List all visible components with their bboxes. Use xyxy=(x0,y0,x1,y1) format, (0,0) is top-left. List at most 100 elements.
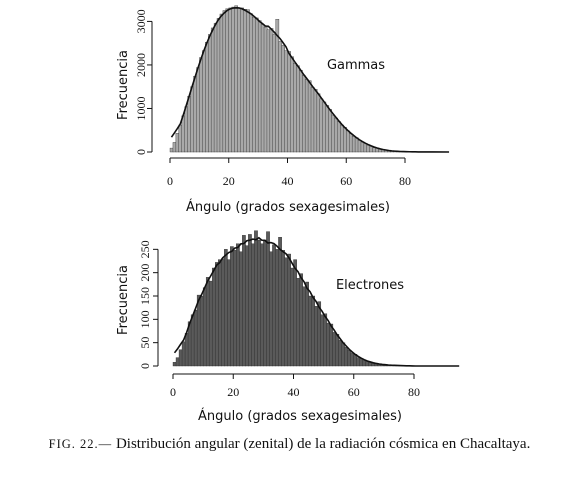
gammas-x-tick-label: 80 xyxy=(399,174,411,188)
gammas-y-tick-label: 0 xyxy=(134,149,148,155)
gammas-y-axis-title: Frecuencia xyxy=(116,50,131,120)
electrones-y-axis-title: Frecuencia xyxy=(116,265,131,335)
gammas-bar xyxy=(175,133,180,153)
electrones-bar xyxy=(211,267,216,367)
gammas-bar xyxy=(372,147,377,153)
gammas-bar xyxy=(351,136,356,153)
gammas-bar xyxy=(281,45,285,153)
electrones-bar xyxy=(221,258,225,367)
gammas-bar xyxy=(302,75,306,153)
electrones-bar xyxy=(227,259,231,367)
electrones-bar xyxy=(181,341,186,367)
gammas-bar xyxy=(354,137,359,153)
electrones-bar xyxy=(287,253,291,367)
gammas-series-label: Gammas xyxy=(327,58,385,73)
electrones-bar xyxy=(296,278,300,367)
electrones-bar xyxy=(172,362,177,367)
electrones-bar xyxy=(266,231,270,367)
gammas-bar xyxy=(331,114,335,153)
gammas-bar xyxy=(346,130,350,153)
gammas-bar xyxy=(184,106,189,153)
electrones-bar xyxy=(224,249,228,367)
gammas-bar xyxy=(304,79,309,153)
gammas-bar xyxy=(287,51,291,153)
electrones-fit-curve xyxy=(173,236,460,367)
electrones-bar xyxy=(205,277,210,367)
gammas-bar xyxy=(266,29,271,153)
gammas-bar xyxy=(299,69,303,153)
electrones-bar xyxy=(326,322,331,367)
electrones-x-tick-label: 80 xyxy=(408,385,420,399)
electrones-bar xyxy=(302,286,306,367)
gammas-bar xyxy=(349,133,353,153)
electrones-bar xyxy=(299,273,303,367)
electrones-bar xyxy=(308,295,312,367)
gammas-bar xyxy=(228,7,233,153)
gammas-fit-curve xyxy=(170,7,450,153)
gammas-x-tick-label: 20 xyxy=(223,174,235,188)
gammas-bar xyxy=(225,8,230,153)
gammas-bar xyxy=(210,27,215,153)
electrones-y-tick-label: 150 xyxy=(138,287,152,305)
gammas-bar xyxy=(284,50,288,153)
electrones-bar xyxy=(236,243,240,367)
electrones-bar xyxy=(190,314,195,367)
gammas-bar xyxy=(260,24,265,153)
gammas-bar xyxy=(172,142,177,153)
electrones-bar xyxy=(305,281,309,367)
gammas-panel: 0 20 40 60 80 0 1000 2000 3000 Gammas Ángulo (gr… xyxy=(116,5,450,215)
electrones-bar xyxy=(347,349,352,367)
electrones-y-tick-label: 0 xyxy=(138,363,152,369)
electrones-x-tick-label: 0 xyxy=(170,385,176,399)
caption-text: Distribución angular (zenital) de la rad… xyxy=(115,436,531,452)
gammas-bar xyxy=(213,22,218,153)
electrones-x-axis-title: Ángulo (grados sexagesimales) xyxy=(198,408,402,424)
electrones-series-label: Electrones xyxy=(336,278,404,293)
electrones-bar xyxy=(239,251,243,367)
gammas-bar xyxy=(246,9,250,153)
electrones-bar xyxy=(341,342,346,367)
gammas-bar xyxy=(257,20,262,153)
gammas-bar xyxy=(205,42,209,153)
gammas-bar xyxy=(249,13,253,153)
electrones-bar xyxy=(290,267,294,367)
gammas-bar xyxy=(263,26,268,153)
gammas-bar xyxy=(178,124,183,153)
gammas-bar xyxy=(237,8,241,153)
gammas-bar xyxy=(196,67,200,153)
gammas-bar xyxy=(340,124,344,153)
electrones-bar xyxy=(202,287,207,367)
electrones-bar xyxy=(175,357,180,367)
gammas-bar xyxy=(202,50,206,153)
electrones-y-tick-label: 50 xyxy=(138,337,152,349)
electrones-bar xyxy=(208,280,213,367)
electrones-bar xyxy=(320,314,325,367)
gammas-bar xyxy=(243,9,247,153)
gammas-y-tick-label: 1000 xyxy=(134,96,148,120)
electrones-bar xyxy=(278,237,282,367)
electrones-bar xyxy=(311,295,316,367)
gammas-bar xyxy=(337,121,341,153)
electrones-bar xyxy=(329,323,334,367)
electrones-x-tick-label: 20 xyxy=(227,385,239,399)
electrones-bar xyxy=(332,332,337,367)
gammas-bar xyxy=(190,86,194,153)
electrones-bar xyxy=(338,340,343,367)
gammas-x-tick-label: 0 xyxy=(167,174,173,188)
electrones-bar xyxy=(215,262,219,367)
electrones-y-tick-label: 100 xyxy=(138,310,152,328)
electrones-bar xyxy=(242,235,246,367)
electrones-histogram-bars xyxy=(172,230,406,367)
electrones-bar xyxy=(178,349,183,367)
gammas-bar xyxy=(319,98,324,153)
electrones-y-tick-label: 200 xyxy=(138,264,152,282)
electrones-bar xyxy=(275,249,279,367)
electrones-bar xyxy=(317,301,322,367)
gammas-bar xyxy=(269,28,274,153)
electrones-bar xyxy=(260,243,264,367)
gammas-bar xyxy=(252,16,256,153)
electrones-x-tick-label: 40 xyxy=(288,385,300,399)
gammas-bar xyxy=(240,7,244,153)
gammas-bar xyxy=(219,13,224,153)
electrones-bar xyxy=(184,333,189,367)
